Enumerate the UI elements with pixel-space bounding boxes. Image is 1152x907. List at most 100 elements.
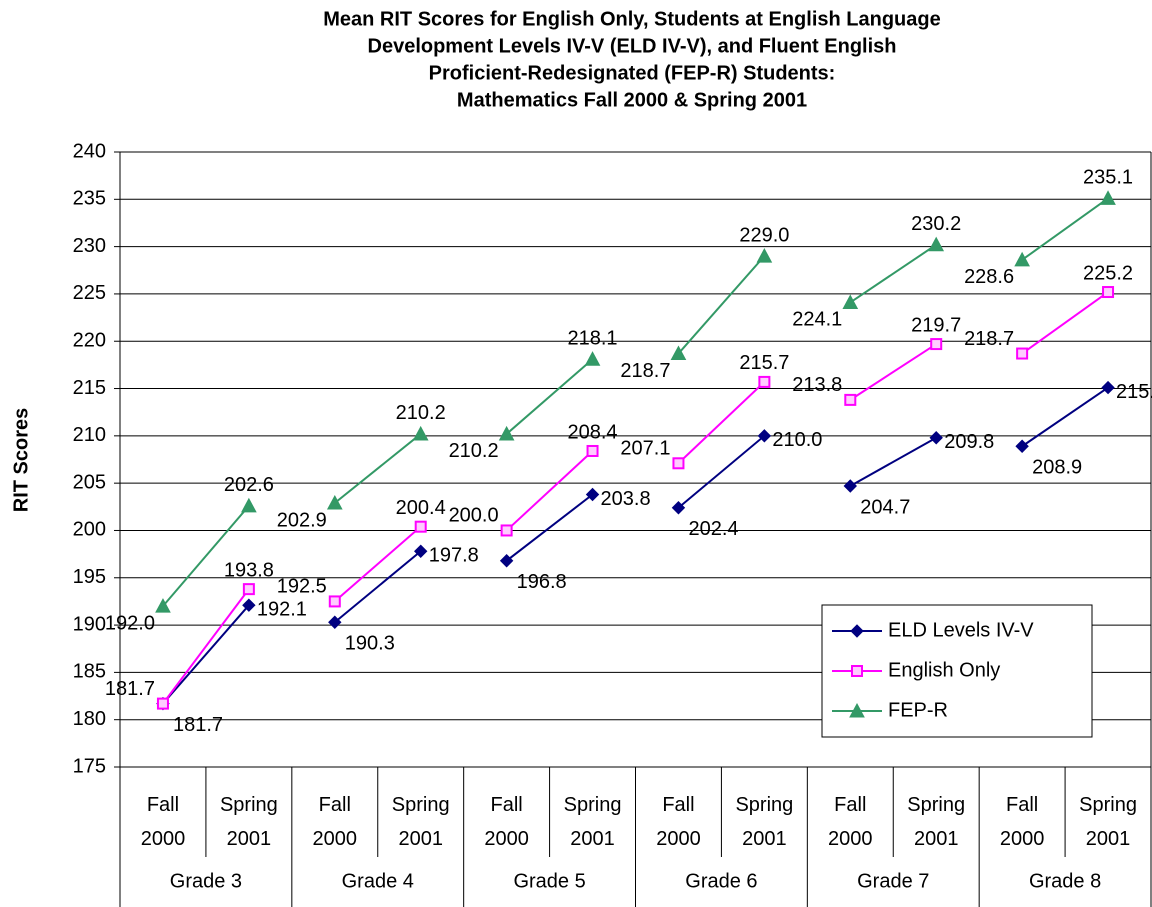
y-tick-label: 205 [73, 471, 106, 493]
data-label: 215.1 [1116, 381, 1152, 403]
data-label: 215.7 [739, 352, 789, 374]
data-label: 208.9 [1032, 457, 1082, 479]
series-line [677, 435, 766, 509]
data-point [929, 431, 943, 445]
data-label: 200.4 [396, 497, 446, 519]
y-tick-label: 225 [73, 282, 106, 304]
chart-title: Mean RIT Scores for English Only, Studen… [323, 8, 941, 30]
chart-title: Development Levels IV-V (ELD IV-V), and … [368, 35, 897, 57]
data-label: 230.2 [911, 213, 961, 235]
data-label: 213.8 [792, 374, 842, 396]
data-point [1102, 286, 1115, 299]
legend-label: ELD Levels IV-V [888, 619, 1034, 641]
data-label: 224.1 [792, 309, 842, 331]
series-line [505, 450, 594, 532]
series-line [1021, 197, 1109, 261]
data-label: 218.7 [620, 360, 670, 382]
y-tick-label: 210 [73, 424, 106, 446]
data-label: 208.4 [568, 421, 618, 443]
data-label: 192.0 [105, 612, 155, 634]
data-label: 181.7 [173, 714, 223, 736]
data-point [1100, 190, 1116, 205]
data-label: 218.1 [568, 327, 618, 349]
data-point [326, 494, 343, 510]
data-label: 203.8 [601, 488, 651, 510]
data-label: 225.2 [1083, 262, 1133, 284]
data-point [670, 345, 687, 361]
data-point [414, 544, 428, 558]
series-line [1021, 386, 1109, 448]
y-tick-label: 240 [73, 140, 106, 162]
data-point [672, 457, 685, 470]
data-point [930, 338, 943, 351]
y-tick-label: 230 [73, 235, 106, 257]
x-tick-label: Fall 2000 [484, 794, 529, 850]
group-label: Grade 6 [685, 870, 757, 892]
series-line [849, 436, 937, 487]
data-point [844, 393, 857, 406]
chart-title: Mathematics Fall 2000 & Spring 2001 [457, 89, 807, 111]
y-tick-label: 215 [73, 377, 106, 399]
data-point [328, 615, 342, 629]
data-point [156, 697, 169, 710]
group-label: Grade 4 [342, 870, 414, 892]
data-label: 209.8 [944, 431, 994, 453]
data-label: 190.3 [345, 633, 395, 655]
y-tick-label: 195 [73, 566, 106, 588]
series-line [334, 550, 422, 624]
x-tick-label: Spring 2001 [907, 794, 965, 850]
legend-label: English Only [888, 659, 1000, 681]
data-point [585, 487, 600, 502]
data-label: 204.7 [860, 496, 910, 518]
series-line [334, 525, 422, 603]
series-line [849, 243, 937, 304]
x-tick-label: Fall 2000 [141, 794, 186, 850]
data-label: 228.6 [964, 266, 1014, 288]
data-point [843, 479, 857, 493]
group-label: Grade 7 [857, 870, 929, 892]
data-label: 192.5 [277, 576, 327, 598]
data-point [584, 351, 601, 366]
y-tick-label: 180 [73, 708, 106, 730]
data-point [671, 501, 686, 515]
data-label: 235.1 [1083, 167, 1133, 189]
data-label: 202.4 [688, 518, 738, 540]
y-tick-label: 220 [73, 330, 106, 352]
group-label: Grade 3 [170, 870, 242, 892]
data-point [328, 595, 341, 608]
legend-marker [851, 665, 863, 677]
data-label: 202.9 [277, 509, 327, 531]
data-point [756, 248, 773, 263]
chart-title: Proficient-Redesignated (FEP-R) Students… [429, 62, 836, 84]
data-point [1014, 251, 1030, 267]
data-point [500, 524, 513, 537]
data-point [498, 425, 515, 441]
data-point [412, 425, 429, 441]
y-tick-label: 190 [73, 613, 106, 635]
data-point [242, 598, 256, 612]
data-point [842, 294, 859, 309]
x-tick-label: Spring 2001 [1079, 794, 1137, 850]
data-label: 218.7 [964, 328, 1014, 350]
legend-marker [849, 702, 865, 718]
data-point [1101, 380, 1115, 395]
x-tick-label: Spring 2001 [735, 794, 793, 850]
data-label: 197.8 [429, 545, 479, 567]
data-point [241, 497, 257, 513]
series-line [677, 255, 766, 355]
data-point [1016, 347, 1029, 360]
legend-label: FEP-R [888, 699, 948, 721]
series-line [849, 343, 937, 401]
data-point [414, 520, 427, 533]
data-label: 210.2 [449, 440, 499, 462]
group-label: Grade 8 [1029, 870, 1101, 892]
series-line [506, 493, 594, 562]
data-point [928, 236, 945, 252]
series-line [162, 588, 250, 705]
data-point [242, 583, 255, 596]
x-tick-label: Spring 2001 [220, 794, 278, 850]
x-tick-label: Fall 2000 [656, 794, 701, 850]
data-point [758, 375, 771, 388]
y-tick-label: 185 [73, 661, 106, 683]
